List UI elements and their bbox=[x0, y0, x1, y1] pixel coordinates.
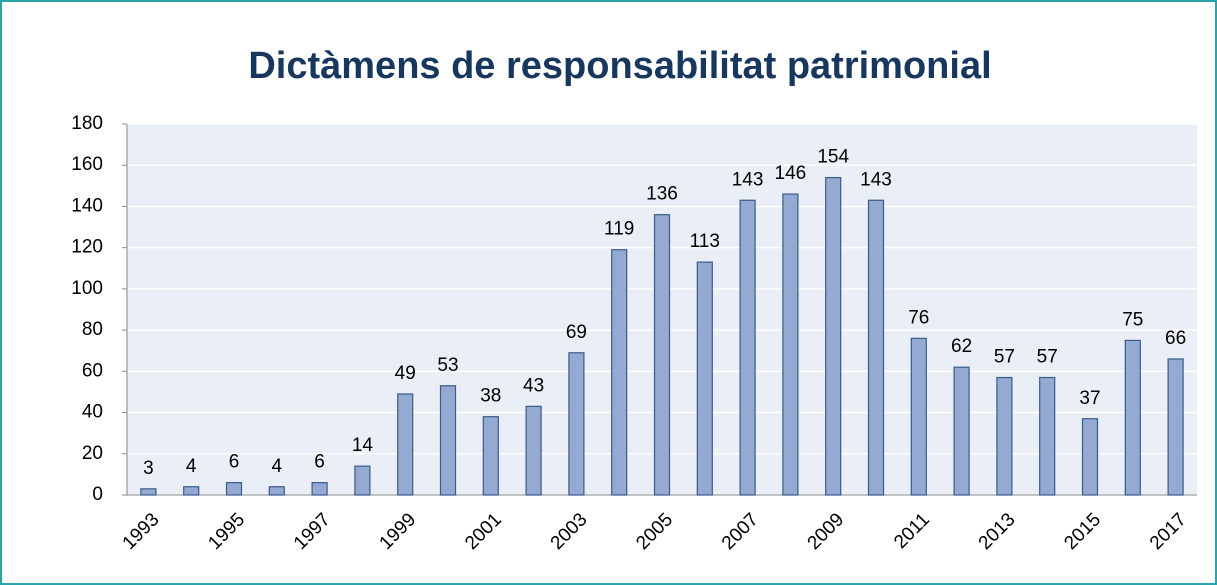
data-label: 146 bbox=[775, 163, 807, 184]
bar bbox=[996, 376, 1013, 496]
bar bbox=[183, 486, 200, 496]
y-tick-label: 120 bbox=[71, 237, 103, 258]
data-label: 3 bbox=[143, 458, 154, 479]
y-tick-label: 20 bbox=[82, 443, 103, 464]
bar bbox=[867, 199, 885, 496]
data-label: 4 bbox=[186, 456, 197, 477]
y-tick-label: 80 bbox=[82, 319, 103, 340]
data-label: 143 bbox=[732, 169, 764, 190]
bar bbox=[653, 214, 671, 496]
y-tick-label: 0 bbox=[92, 484, 103, 505]
y-tick-label: 60 bbox=[82, 360, 103, 381]
bar bbox=[825, 176, 842, 496]
bar bbox=[397, 393, 414, 496]
data-label: 66 bbox=[1165, 328, 1186, 349]
data-label: 37 bbox=[1079, 388, 1100, 409]
data-label: 143 bbox=[860, 169, 892, 190]
y-tick-label: 140 bbox=[71, 195, 103, 216]
bar bbox=[910, 337, 927, 496]
bar bbox=[611, 249, 628, 496]
data-label: 154 bbox=[817, 147, 849, 168]
bar bbox=[568, 352, 585, 496]
data-label: 6 bbox=[229, 452, 240, 473]
bar bbox=[140, 488, 157, 496]
chart-title: Dictàmens de responsabilitat patrimonial bbox=[248, 45, 991, 87]
bar bbox=[739, 199, 756, 496]
data-label: 113 bbox=[690, 231, 720, 252]
y-tick-label: 100 bbox=[71, 278, 103, 299]
data-label: 53 bbox=[437, 355, 458, 376]
bar bbox=[782, 193, 799, 496]
y-tick-label: 40 bbox=[82, 402, 103, 423]
y-tick-label: 180 bbox=[71, 113, 103, 134]
data-label: 75 bbox=[1122, 309, 1143, 330]
bar bbox=[696, 261, 713, 496]
bar bbox=[439, 385, 457, 496]
data-label: 69 bbox=[566, 322, 587, 343]
y-tick-label: 160 bbox=[71, 154, 103, 175]
bar bbox=[268, 486, 285, 496]
bar bbox=[225, 482, 243, 496]
data-label: 6 bbox=[314, 452, 325, 473]
data-label: 57 bbox=[994, 347, 1015, 368]
bar bbox=[525, 405, 542, 496]
bar bbox=[1124, 339, 1141, 496]
data-label: 62 bbox=[951, 336, 972, 357]
data-label: 119 bbox=[604, 219, 634, 240]
data-label: 4 bbox=[272, 456, 283, 477]
bar bbox=[953, 366, 970, 496]
bar bbox=[1167, 358, 1184, 496]
data-label: 43 bbox=[523, 375, 544, 396]
bar bbox=[1039, 376, 1056, 496]
bar bbox=[482, 416, 499, 496]
data-label: 49 bbox=[395, 363, 416, 384]
data-label: 76 bbox=[908, 307, 929, 328]
bar bbox=[311, 482, 328, 496]
data-label: 38 bbox=[480, 386, 501, 407]
data-label: 14 bbox=[352, 435, 374, 456]
bar bbox=[1081, 418, 1099, 496]
data-label: 57 bbox=[1037, 347, 1058, 368]
data-label: 136 bbox=[646, 184, 678, 205]
bar bbox=[354, 465, 371, 496]
